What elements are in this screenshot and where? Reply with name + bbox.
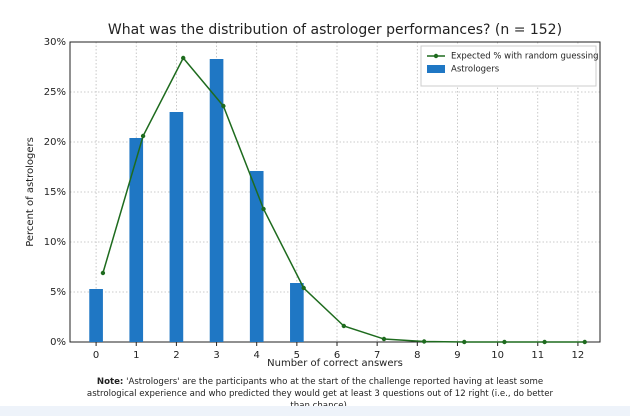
x-tick-label: 7 — [374, 350, 380, 361]
x-tick-label: 9 — [454, 350, 460, 361]
line-point — [462, 339, 467, 345]
line-point — [100, 270, 106, 276]
line-point — [181, 55, 186, 61]
footer-band — [0, 406, 630, 416]
y-tick-label: 0% — [50, 337, 66, 348]
line-point — [140, 133, 146, 139]
x-tick-label: 6 — [334, 350, 340, 361]
y-tick-label: 20% — [44, 137, 66, 148]
line-point — [582, 339, 587, 345]
line-point — [502, 339, 507, 345]
bar — [89, 289, 103, 342]
x-tick-label: 11 — [531, 350, 544, 361]
line-point — [341, 323, 347, 329]
y-tick-label: 15% — [44, 187, 66, 198]
legend-swatch — [433, 53, 439, 59]
line-point — [261, 206, 266, 212]
legend-label: Expected % with random guessing — [451, 52, 599, 62]
legend-box — [420, 45, 597, 87]
legend-label: Astrologers — [451, 65, 500, 75]
chart-title: What was the distribution of astrologer … — [108, 22, 562, 38]
chart: What was the distribution of astrologer … — [25, 22, 601, 369]
bar — [209, 59, 224, 342]
line-point — [301, 285, 306, 291]
x-tick-label: 1 — [133, 350, 139, 361]
x-tick-label: 4 — [254, 350, 260, 361]
line-point — [381, 336, 387, 342]
x-tick-label: 8 — [414, 350, 420, 361]
x-tick-label: 5 — [294, 350, 300, 361]
x-tick-label: 12 — [572, 350, 585, 361]
line-point — [221, 103, 226, 109]
x-axis-label: Number of correct answers — [267, 358, 403, 369]
line-point — [542, 339, 547, 345]
y-tick-label: 5% — [50, 287, 66, 298]
bar — [169, 112, 184, 342]
line-point — [421, 339, 427, 344]
plot-frame — [69, 41, 601, 343]
legend-swatch — [427, 65, 445, 73]
x-tick-label: 10 — [491, 350, 504, 361]
bar — [129, 138, 144, 342]
y-tick-label: 10% — [44, 237, 66, 248]
x-tick-label: 2 — [173, 350, 179, 361]
bar — [249, 171, 264, 342]
y-tick-label: 25% — [44, 87, 66, 98]
y-tick-label: 30% — [44, 37, 66, 48]
x-tick-label: 3 — [213, 350, 219, 361]
bar — [290, 283, 304, 342]
y-axis-label: Percent of astrologers — [25, 137, 36, 247]
note-label: Note: — [96, 377, 124, 387]
x-tick-label: 0 — [93, 350, 99, 361]
